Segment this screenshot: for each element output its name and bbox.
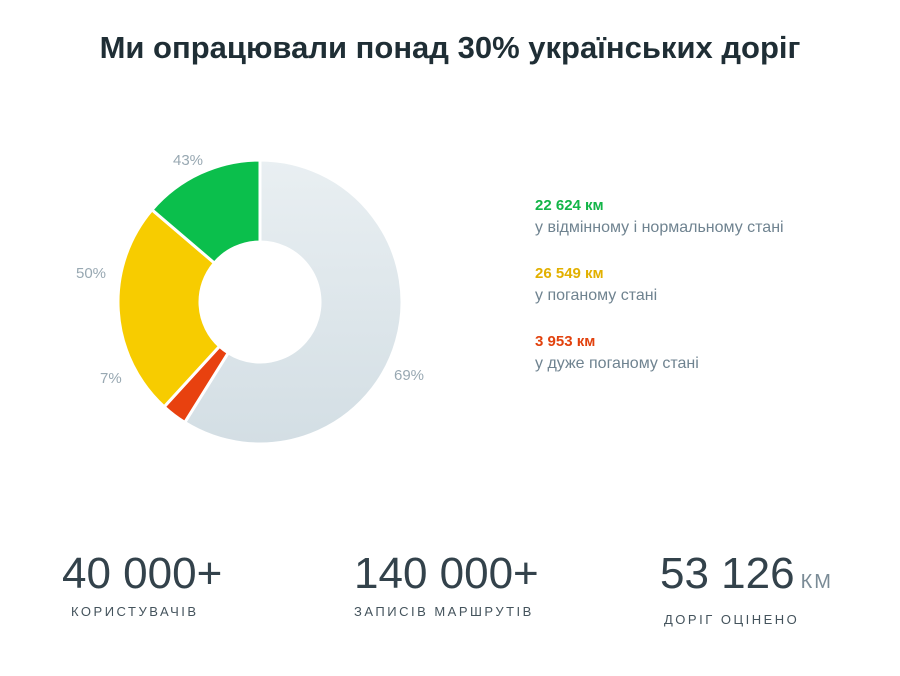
slice-label-red: 7% [100, 370, 122, 387]
legend-value: 3 953 км [535, 333, 596, 350]
donut-slice-grey [182, 158, 404, 446]
stat-number: 53 126 КМ [660, 549, 833, 598]
stat-label: ЗАПИСІВ МАРШРУТІВ [354, 604, 534, 619]
stat-label: КОРИСТУВАЧІВ [71, 604, 199, 619]
stat-routes: 140 000+ ЗАПИСІВ МАРШРУТІВ [354, 548, 539, 619]
donut-slice-yellow [116, 207, 222, 409]
legend-item-very-bad: 3 953 км у дуже поганому стані [535, 332, 875, 376]
page-title: Ми опрацювали понад 30% українських дорі… [99, 30, 801, 65]
legend-value: 22 624 км [535, 197, 604, 214]
slice-label-yellow: 50% [76, 265, 106, 282]
stat-label: ДОРІГ ОЦІНЕНО [664, 612, 800, 627]
legend-description: у поганому стані [535, 287, 658, 304]
stat-roads: 53 126 КМ ДОРІГ ОЦІНЕНО [660, 548, 833, 627]
stat-users: 40 000+ КОРИСТУВАЧІВ [62, 548, 222, 619]
legend-item-good: 22 624 км у відмінному і нормальному ста… [535, 196, 875, 240]
slice-label-grey: 69% [394, 367, 424, 384]
legend-description: у дуже поганому стані [535, 355, 699, 372]
legend-item-bad: 26 549 км у поганому стані [535, 264, 875, 308]
legend-description: у відмінному і нормальному стані [535, 219, 784, 236]
chart-legend: 22 624 км у відмінному і нормальному ста… [535, 196, 875, 400]
slice-label-green: 43% [173, 152, 203, 169]
donut-chart: 43% 50% 7% 69% [76, 152, 424, 446]
donut-slice-green [149, 158, 262, 266]
stat-number: 140 000+ [354, 549, 539, 598]
stat-unit: КМ [800, 571, 833, 593]
stat-number: 40 000+ [62, 549, 223, 598]
legend-value: 26 549 км [535, 265, 604, 282]
